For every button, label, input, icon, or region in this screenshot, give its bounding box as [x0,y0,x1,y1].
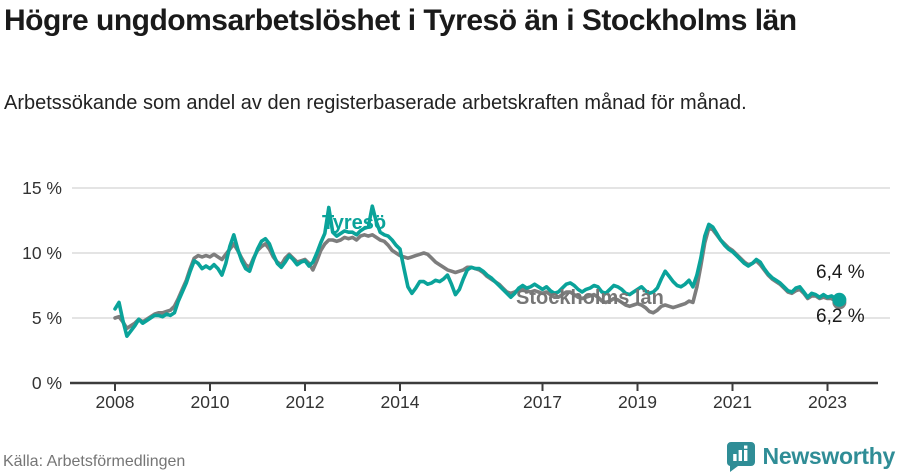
y-axis-label-5: 5 % [31,308,62,328]
end-dot-tyreso [832,292,847,307]
newsworthy-icon-bar-3 [743,450,747,461]
x-axis-label-2010: 2010 [190,392,230,412]
line-stockholm [113,226,842,331]
newsworthy-icon [726,442,755,472]
x-axis-label-2017: 2017 [523,392,562,412]
newsworthy-logo[interactable]: Newsworthy [726,440,895,472]
y-axis-label-15: 15 % [22,178,62,198]
x-axis-label-2008: 2008 [95,392,135,412]
series-label-stockholm: Stockholms län [516,287,664,309]
source-note: Källa: Arbetsförmedlingen [3,453,186,470]
newsworthy-icon-dot [743,445,747,449]
line-tyreso [113,204,842,338]
y-axis-label-10: 10 % [22,243,62,263]
y-axis-label-0: 0 % [31,373,62,393]
series-label-tyreso: Tyresö [322,212,387,234]
end-value-label-stockholm: 6,2 % [816,306,865,327]
x-axis-label-2023: 2023 [808,392,847,412]
newsworthy-icon-bar-1 [732,454,737,461]
end-value-label-tyreso: 6,4 % [816,262,865,283]
chart-title: Högre ungdomsarbetslöshet i Tyresö än i … [4,4,797,37]
newsworthy-wordmark: Newsworthy [762,442,896,469]
x-axis-label-2012: 2012 [285,392,325,412]
x-axis-label-2021: 2021 [713,392,752,412]
chart-subtitle: Arbetssökande som andel av den registerb… [4,92,747,114]
newsworthy-icon-bar-2 [738,450,742,461]
x-axis-label-2019: 2019 [618,392,657,412]
x-axis-label-2014: 2014 [380,392,420,412]
